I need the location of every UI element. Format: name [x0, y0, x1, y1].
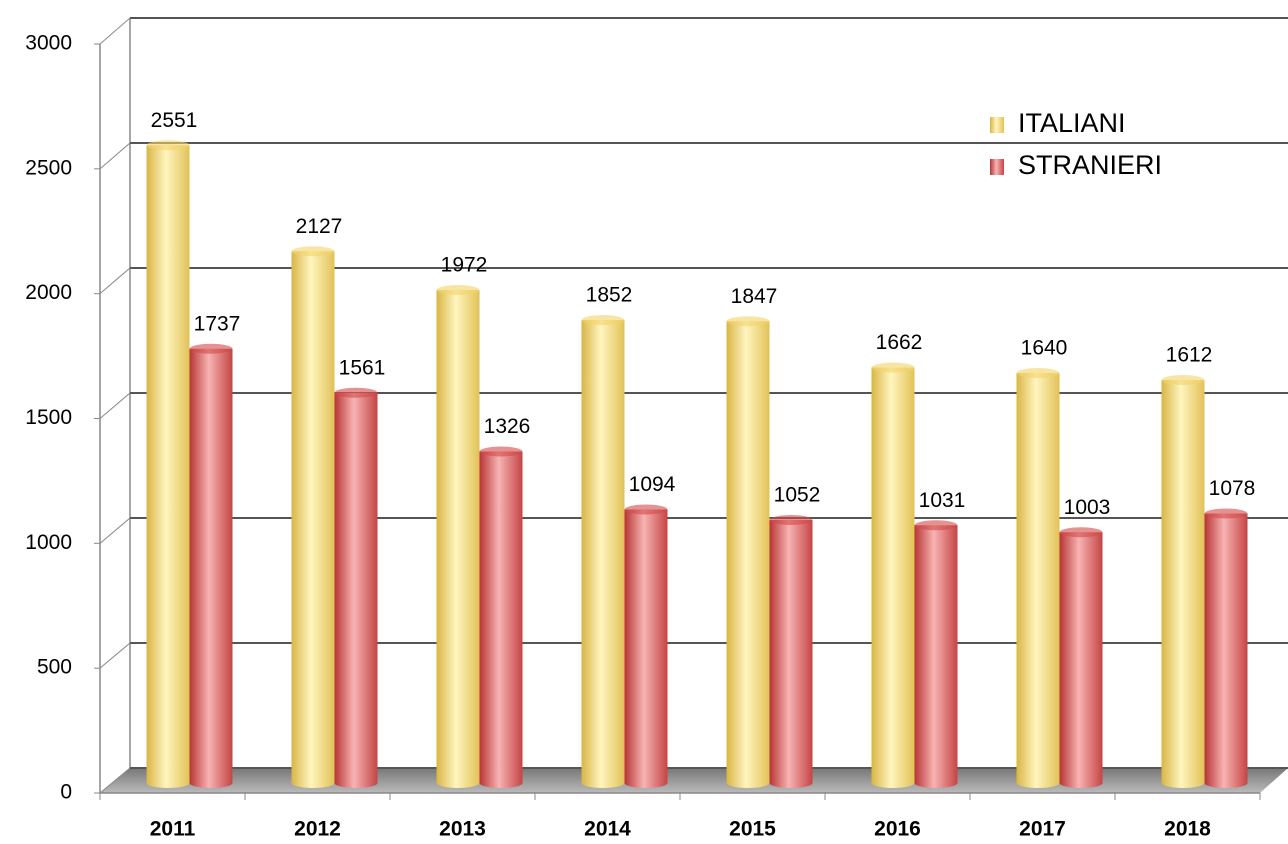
- bar-cap: [1059, 527, 1103, 538]
- y-tick-label: 3000: [25, 32, 72, 55]
- bar: [479, 451, 523, 783]
- data-label: 2551: [151, 109, 198, 132]
- data-label: 1094: [629, 473, 676, 496]
- bar-cap: [1204, 508, 1248, 519]
- y-tick-label: 0: [60, 781, 72, 804]
- bar: [291, 251, 335, 783]
- x-tick-label: 2016: [874, 818, 921, 841]
- data-label: 1078: [1209, 477, 1256, 500]
- bar-cap: [189, 343, 233, 354]
- data-label: 1052: [774, 484, 821, 507]
- bar: [146, 145, 190, 783]
- side-grid-line: [99, 517, 131, 544]
- bar: [624, 509, 668, 783]
- x-tick-label: 2018: [1164, 818, 1211, 841]
- x-tick-label: 2017: [1019, 818, 1066, 841]
- bar-cap: [436, 285, 480, 295]
- side-grid-line: [99, 267, 131, 295]
- data-label: 1031: [919, 489, 966, 512]
- y-tick-label: 2500: [25, 156, 72, 179]
- bar-cap: [1161, 375, 1205, 385]
- y-tick-label: 1000: [25, 531, 72, 554]
- y-tick-label: 2000: [25, 281, 72, 304]
- data-label: 1852: [586, 284, 633, 307]
- y-tick-label: 500: [37, 656, 72, 679]
- data-label: 1640: [1021, 337, 1068, 360]
- side-grid-line: [99, 767, 131, 794]
- side-grid-line: [99, 142, 131, 170]
- y-tick-label: 1500: [25, 406, 72, 429]
- bar: [769, 520, 813, 783]
- x-tick-label: 2015: [729, 818, 776, 841]
- bar-cap: [769, 515, 813, 525]
- side-grid-line: [99, 17, 131, 45]
- data-label: 1003: [1064, 496, 1111, 519]
- bar: [1204, 513, 1248, 783]
- x-tick-label: 2012: [294, 818, 341, 841]
- bar-cap: [871, 362, 915, 373]
- bar: [189, 348, 233, 783]
- data-label: 1612: [1166, 344, 1213, 367]
- data-label: 2127: [296, 215, 343, 238]
- legend-label: ITALIANI: [1018, 108, 1126, 138]
- legend-label: STRANIERI: [1018, 150, 1162, 180]
- bar-cap: [291, 246, 335, 257]
- bar-cap: [334, 387, 378, 398]
- data-label: 1737: [194, 312, 241, 335]
- bar-cap: [726, 316, 770, 327]
- x-tick-label: 2011: [150, 818, 196, 841]
- x-tick-label: 2014: [584, 818, 631, 841]
- bar: [436, 290, 480, 783]
- data-label: 1972: [441, 254, 488, 277]
- bar-cap: [914, 520, 958, 531]
- bar: [334, 392, 378, 783]
- bar: [871, 367, 915, 783]
- bar: [914, 525, 958, 783]
- data-label: 1561: [339, 356, 386, 379]
- side-grid-line: [99, 392, 131, 419]
- bar-cap: [479, 446, 523, 457]
- bar-cap: [624, 504, 668, 515]
- side-grid-line: [99, 642, 131, 669]
- floor: [100, 768, 1288, 793]
- bar: [1016, 373, 1060, 783]
- legend-swatch: [990, 117, 1004, 133]
- data-label: 1326: [484, 415, 531, 438]
- bar: [726, 321, 770, 783]
- data-label: 1847: [731, 285, 778, 308]
- bar: [1161, 380, 1205, 783]
- legend-swatch: [990, 159, 1004, 175]
- x-tick-label: 2013: [439, 818, 486, 841]
- bar-cap: [581, 315, 625, 325]
- bar: [1059, 532, 1103, 783]
- bar-cap: [1016, 368, 1060, 378]
- bar: [581, 320, 625, 783]
- bar-cap: [146, 140, 190, 151]
- data-label: 1662: [876, 331, 923, 354]
